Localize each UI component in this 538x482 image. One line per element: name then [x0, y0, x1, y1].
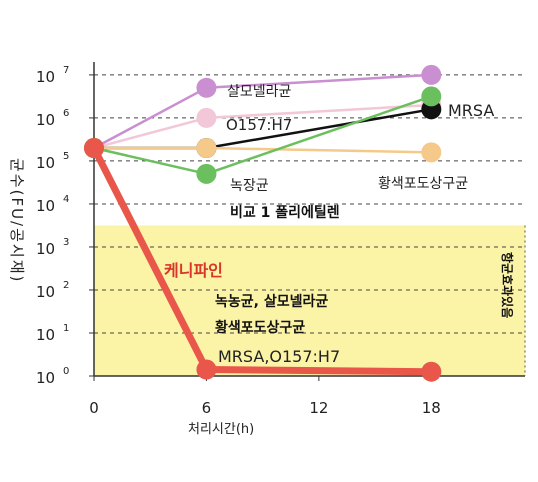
- y-tick-label: 10: [36, 326, 55, 344]
- label-kenipine-line1: 녹농균, 살모넬라균: [215, 293, 328, 310]
- y-tick-exponent: 7: [63, 65, 69, 76]
- y-tick-exponent: 0: [63, 366, 69, 377]
- series-point: [84, 138, 104, 159]
- y-tick-exponent: 1: [63, 323, 69, 334]
- label-o157: O157:H7: [226, 116, 292, 134]
- label-salmonella: 살모넬라균: [227, 84, 292, 100]
- label-control: 비교 1 폴리에틸렌: [230, 204, 340, 221]
- x-tick-label: 6: [202, 399, 212, 417]
- series-point: [196, 77, 217, 98]
- x-axis-title: 처리시간(h): [188, 422, 254, 437]
- label-staph: 황색포도상구균: [378, 176, 468, 192]
- y-tick-label: 10: [36, 369, 55, 387]
- series-point: [421, 361, 442, 382]
- y-tick-exponent: 4: [63, 194, 69, 205]
- series-point: [196, 107, 217, 128]
- x-tick-label: 0: [89, 399, 99, 417]
- shaded-region: [94, 225, 525, 376]
- label-kenipine-line3: MRSA,O157:H7: [218, 347, 340, 366]
- y-tick-label: 10: [36, 68, 55, 86]
- y-tick-exponent: 2: [63, 280, 69, 291]
- label-kenipine-line2: 황색포도상구균: [215, 319, 305, 336]
- shaded-region-label: 항균효과있음: [500, 252, 515, 318]
- y-tick-label: 10: [36, 111, 55, 129]
- series-point: [421, 142, 442, 163]
- series-point: [421, 64, 442, 85]
- series-point: [196, 138, 217, 159]
- y-tick-exponent: 3: [63, 237, 69, 248]
- y-tick-label: 10: [36, 283, 55, 301]
- y-tick-exponent: 6: [63, 108, 69, 119]
- label-kenipine: 케니파인: [164, 261, 223, 280]
- y-tick-exponent: 5: [63, 151, 69, 162]
- series-line: [94, 146, 432, 154]
- y-tick-label: 10: [36, 154, 55, 172]
- y-tick-label: 10: [36, 240, 55, 258]
- series-point: [421, 86, 442, 107]
- x-tick-label: 12: [309, 399, 328, 417]
- y-tick-label: 10: [36, 197, 55, 215]
- x-tick-label: 18: [422, 399, 441, 417]
- y-axis-title: 균수(FU/공시재): [8, 158, 26, 283]
- label-green: 녹장균: [230, 178, 269, 194]
- series-point: [196, 359, 217, 380]
- series-point: [196, 163, 217, 184]
- label-mrsa: MRSA: [448, 101, 494, 120]
